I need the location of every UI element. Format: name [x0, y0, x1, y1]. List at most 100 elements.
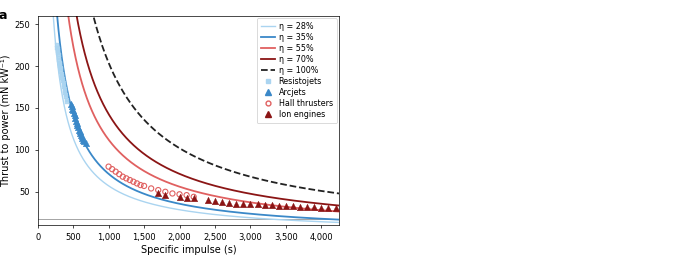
- Point: [181, 195, 192, 200]
- Point: [323, 206, 334, 210]
- Point: [66, 102, 77, 106]
- η = 35%: [229, 210, 238, 214]
- η = 35%: [62, 83, 71, 86]
- η = 70%: [229, 189, 238, 192]
- η = 70%: [295, 200, 303, 203]
- Point: [309, 205, 320, 209]
- Point: [252, 202, 263, 206]
- Point: [146, 186, 157, 190]
- Point: [174, 192, 185, 196]
- Point: [59, 88, 70, 92]
- Point: [216, 200, 227, 204]
- η = 28%: [213, 213, 221, 216]
- Point: [288, 204, 299, 208]
- Point: [59, 85, 70, 89]
- Point: [55, 67, 66, 72]
- Point: [58, 83, 69, 88]
- Point: [61, 97, 72, 102]
- Point: [66, 104, 77, 108]
- η = 55%: [295, 206, 303, 210]
- η = 70%: [213, 185, 221, 188]
- η = 35%: [213, 209, 221, 212]
- Point: [75, 133, 86, 137]
- Point: [110, 170, 121, 174]
- η = 70%: [264, 195, 273, 199]
- Point: [60, 95, 71, 99]
- η = 100%: [221, 167, 229, 171]
- η = 70%: [221, 187, 229, 190]
- η = 28%: [229, 215, 238, 218]
- Point: [52, 47, 63, 51]
- η = 35%: [295, 216, 303, 219]
- Point: [69, 113, 80, 118]
- Point: [153, 191, 164, 195]
- Point: [231, 201, 242, 206]
- Point: [316, 206, 327, 210]
- Point: [210, 199, 221, 203]
- Point: [55, 62, 66, 67]
- Point: [57, 76, 68, 80]
- Point: [51, 46, 62, 50]
- Point: [245, 202, 256, 206]
- η = 28%: [335, 221, 343, 224]
- Point: [132, 181, 142, 185]
- Legend: η = 28%, η = 35%, η = 55%, η = 70%, η = 100%, Resistojets, Arcjets, Hall thruste: η = 28%, η = 35%, η = 55%, η = 70%, η = …: [257, 18, 336, 123]
- Point: [153, 188, 164, 192]
- Point: [67, 107, 78, 111]
- η = 55%: [213, 195, 221, 198]
- Point: [224, 201, 235, 205]
- Point: [60, 91, 71, 95]
- Point: [114, 172, 125, 176]
- Point: [56, 72, 67, 77]
- η = 28%: [264, 217, 273, 221]
- Point: [181, 193, 192, 197]
- Point: [70, 116, 81, 120]
- Point: [77, 136, 88, 140]
- Point: [188, 195, 199, 199]
- Point: [53, 49, 64, 53]
- Point: [75, 131, 86, 135]
- Point: [107, 167, 118, 171]
- X-axis label: Specific impulse (s): Specific impulse (s): [140, 245, 236, 255]
- η = 55%: [62, 0, 71, 1]
- Point: [103, 165, 114, 169]
- Point: [125, 178, 136, 182]
- Point: [53, 56, 64, 60]
- Point: [54, 61, 65, 65]
- Point: [301, 205, 312, 209]
- η = 35%: [335, 218, 343, 221]
- Point: [73, 128, 84, 132]
- Point: [266, 203, 277, 207]
- Point: [138, 184, 149, 188]
- Text: a: a: [0, 9, 7, 23]
- Point: [330, 206, 341, 210]
- Point: [295, 205, 306, 209]
- η = 28%: [62, 113, 71, 116]
- Point: [72, 123, 83, 127]
- η = 55%: [221, 196, 229, 200]
- Point: [238, 201, 249, 206]
- Point: [73, 125, 84, 129]
- Point: [58, 79, 68, 83]
- η = 35%: [264, 214, 273, 217]
- η = 55%: [229, 198, 238, 201]
- Point: [53, 53, 64, 57]
- Point: [54, 58, 65, 62]
- Point: [62, 100, 73, 104]
- Y-axis label: Thrust to power (mN kW⁻¹): Thrust to power (mN kW⁻¹): [1, 54, 12, 187]
- Point: [58, 81, 69, 85]
- Point: [174, 195, 185, 199]
- Line: η = 35%: η = 35%: [49, 0, 339, 220]
- Point: [128, 180, 139, 184]
- η = 100%: [229, 170, 238, 173]
- Point: [202, 198, 213, 202]
- η = 28%: [295, 219, 303, 222]
- Point: [79, 139, 90, 144]
- η = 100%: [264, 180, 273, 183]
- Point: [68, 108, 79, 113]
- η = 100%: [213, 165, 221, 168]
- Point: [60, 93, 71, 97]
- η = 100%: [295, 186, 303, 189]
- η = 55%: [335, 210, 343, 213]
- η = 55%: [264, 203, 273, 206]
